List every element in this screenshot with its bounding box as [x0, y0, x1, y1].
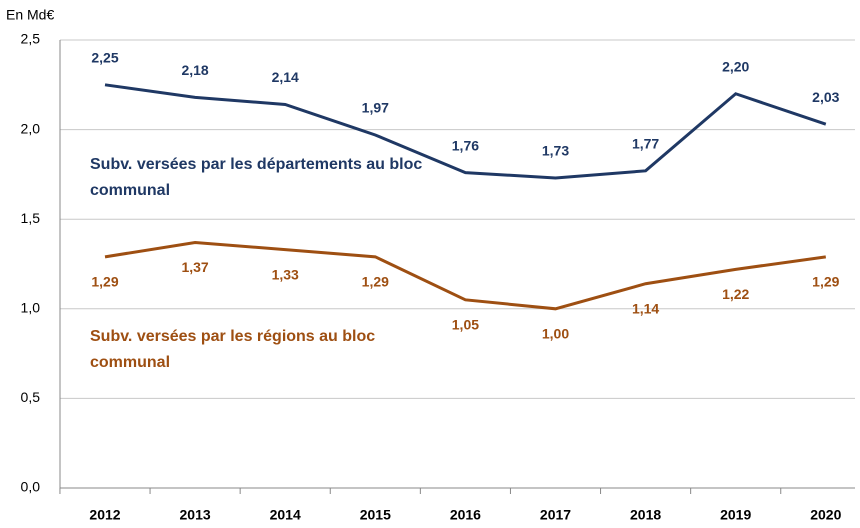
- data-label: 1,76: [452, 137, 479, 153]
- x-tick-label: 2019: [720, 507, 751, 523]
- x-tick-label: 2016: [450, 507, 481, 523]
- data-label: 1,29: [362, 274, 389, 290]
- y-tick-label: 2,5: [21, 31, 41, 47]
- data-label: 2,03: [812, 89, 839, 105]
- y-tick-label: 1,5: [21, 210, 41, 226]
- series-label: Subv. versées par les départements au bl…: [90, 156, 423, 199]
- series-label: Subv. versées par les régions au bloc co…: [90, 328, 376, 371]
- data-label: 2,20: [722, 58, 749, 74]
- y-tick-label: 1,0: [21, 300, 41, 316]
- x-tick-label: 2014: [270, 507, 301, 523]
- x-tick-label: 2018: [630, 507, 661, 523]
- data-label: 1,05: [452, 317, 479, 333]
- data-label: 2,25: [91, 50, 118, 66]
- x-tick-label: 2020: [810, 507, 841, 523]
- data-label: 1,37: [181, 259, 208, 275]
- data-label: 1,29: [91, 274, 118, 290]
- data-label: 1,97: [362, 100, 389, 116]
- y-tick-label: 2,0: [21, 120, 41, 136]
- chart-title: En Md€: [6, 7, 54, 23]
- data-label: 1,29: [812, 274, 839, 290]
- data-label: 1,14: [632, 300, 659, 316]
- data-label: 1,00: [542, 326, 569, 342]
- data-label: 1,77: [632, 136, 659, 152]
- data-label: 1,33: [272, 266, 299, 282]
- y-tick-label: 0,5: [21, 389, 41, 405]
- x-tick-label: 2012: [89, 507, 120, 523]
- data-line: [104, 240, 827, 311]
- data-label: 1,73: [542, 143, 569, 159]
- x-tick-label: 2017: [540, 507, 571, 523]
- y-tick-label: 0,0: [21, 479, 41, 495]
- data-label: 2,14: [272, 69, 299, 85]
- data-line: [104, 83, 827, 180]
- data-label: 1,22: [722, 286, 749, 302]
- x-tick-label: 2013: [180, 507, 211, 523]
- x-tick-label: 2015: [360, 507, 391, 523]
- data-label: 2,18: [181, 62, 208, 78]
